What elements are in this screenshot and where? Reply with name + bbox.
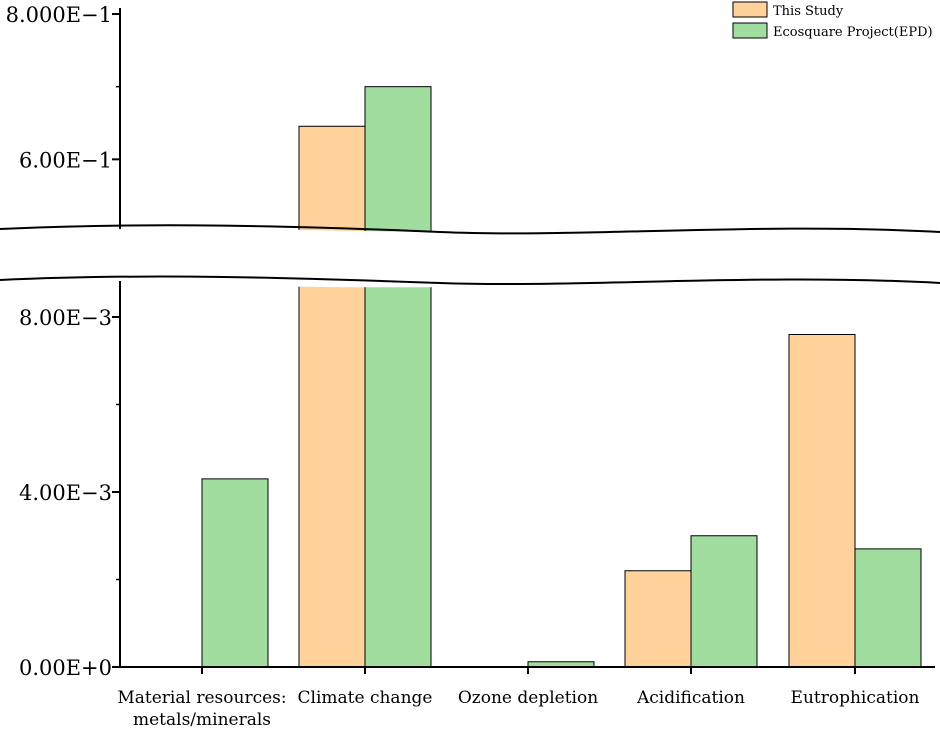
axes-layer: [112, 8, 935, 674]
y-tick-label: 0.00E+0: [19, 656, 112, 680]
x-category-label: Eutrophication: [791, 688, 920, 708]
x-category-labels: Material resources: metals/minerals Climat…: [117, 688, 919, 729]
bar-this-study-4: [788, 334, 856, 668]
bar-ecosquare-project-epd--3: [690, 535, 758, 668]
x-category-label: Acidification: [636, 688, 745, 708]
x-category-label: Climate change: [298, 688, 433, 708]
y-tick-label: 8.00E−3: [19, 306, 112, 330]
break-line-bottom: [0, 275, 940, 286]
bars-layer: [201, 86, 922, 668]
legend-swatch: [732, 22, 768, 39]
bar-this-study-3: [624, 570, 692, 668]
break-band-fill: [0, 224, 940, 288]
y-tick-label: 4.00E−3: [19, 481, 112, 505]
x-category-label: Material resources:: [117, 688, 286, 708]
legend-label: This Study: [773, 4, 844, 19]
x-category-label: Ozone depletion: [458, 688, 598, 708]
legend-label: Ecosquare Project(EPD): [773, 25, 933, 40]
y-tick-labels: 0.00E+0 4.00E−3 8.00E−3 6.00E−1 8.000E−1: [6, 3, 112, 680]
break-line-top: [0, 224, 940, 235]
bar-ecosquare-project-epd--4: [854, 548, 922, 668]
y-tick-label: 6.00E−1: [19, 148, 112, 172]
bar-ecosquare-project-epd--1: [364, 86, 432, 668]
legend-swatch: [732, 1, 768, 18]
axis-break-band: [0, 224, 940, 288]
legend: This Study Ecosquare Project(EPD): [732, 1, 933, 40]
bar-ecosquare-project-epd--0: [201, 478, 269, 668]
bar-this-study-1: [298, 125, 366, 668]
y-tick-label: 8.000E−1: [6, 3, 112, 27]
x-category-label: metals/minerals: [133, 710, 271, 729]
